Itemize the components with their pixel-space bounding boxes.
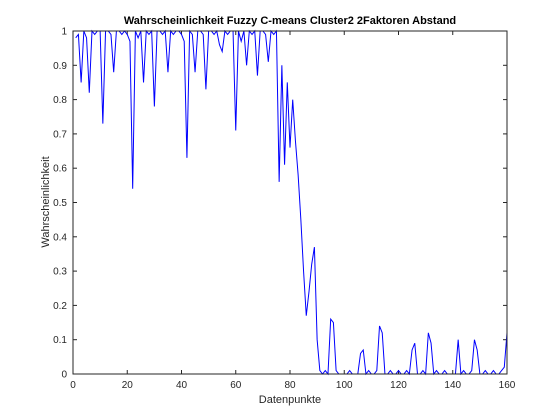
y-tick-label: 0.1 bbox=[53, 335, 67, 346]
x-tick-label: 20 bbox=[122, 380, 134, 391]
y-tick-label: 0.4 bbox=[53, 232, 67, 243]
x-axis-label: Datenpunkte bbox=[259, 394, 321, 406]
y-tick-label: 1 bbox=[61, 27, 67, 38]
x-tick-label: 160 bbox=[499, 380, 516, 391]
y-tick-label: 0.9 bbox=[53, 61, 67, 72]
y-axis-label: Wahrscheinlichkeit bbox=[40, 156, 52, 247]
y-tick-label: 0.2 bbox=[53, 301, 67, 312]
y-tick-label: 0.5 bbox=[53, 198, 67, 209]
x-tick-label: 120 bbox=[390, 380, 407, 391]
x-tick-label: 100 bbox=[336, 380, 353, 391]
y-tick-label: 0.8 bbox=[53, 95, 67, 106]
x-axis-tick-labels: 0 20 40 60 80 100 120 140 160 bbox=[70, 380, 516, 391]
x-tick-label: 0 bbox=[70, 380, 76, 391]
y-tick-label: 0.3 bbox=[53, 267, 67, 278]
chart-title: Wahrscheinlichkeit Fuzzy C-means Cluster… bbox=[124, 15, 456, 27]
plot-area bbox=[73, 31, 507, 374]
y-axis-tick-labels: 0 0.1 0.2 0.3 0.4 0.5 0.6 0.7 0.8 0.9 1 bbox=[53, 27, 67, 381]
y-tick-label: 0.7 bbox=[53, 129, 67, 140]
y-tick-label: 0.6 bbox=[53, 164, 67, 175]
x-tick-label: 60 bbox=[230, 380, 242, 391]
y-tick-label: 0 bbox=[61, 370, 67, 381]
x-tick-label: 80 bbox=[284, 380, 296, 391]
x-tick-label: 140 bbox=[444, 380, 461, 391]
x-tick-label: 40 bbox=[176, 380, 188, 391]
